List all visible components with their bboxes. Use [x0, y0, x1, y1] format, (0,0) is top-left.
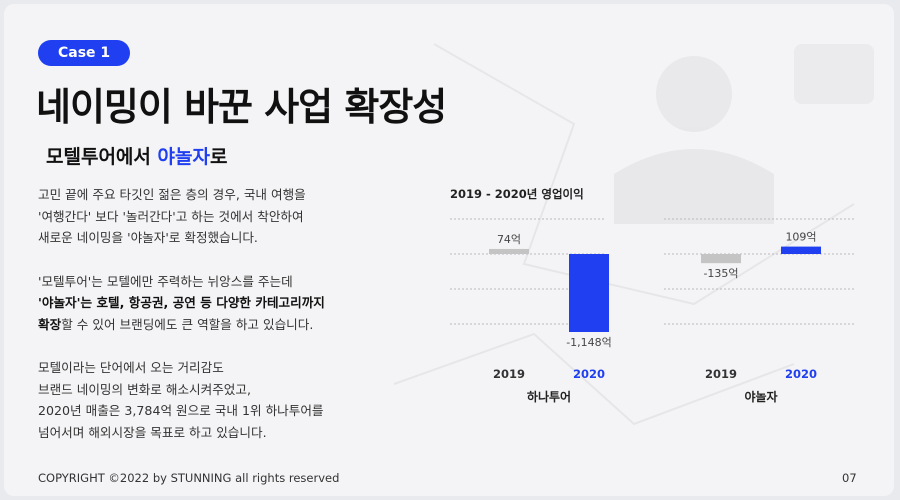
body-line: 2020년 매출은 3,784억 원으로 국내 1위 하나투어를 — [38, 403, 324, 418]
background-map-decoration — [393, 43, 874, 426]
page-title: 네이밍이 바꾼 사업 확장성 — [36, 85, 447, 129]
body-line-bold: '야놀자'는 호텔, 항공권, 공연 등 다양한 카테고리까지 — [38, 295, 325, 310]
data-label: -1,148억 — [566, 336, 612, 349]
data-label: 74억 — [497, 233, 521, 246]
body-line: '여행간다' 보다 '놀러간다'고 하는 것에서 착안하여 — [38, 208, 304, 224]
case-badge: Case 1 — [38, 40, 131, 66]
chart: 74억2019-1,148억2020하나투어-135억2019109억2020야… — [450, 218, 854, 404]
category-label: 2020 — [785, 367, 817, 381]
group-label: 야놀자 — [744, 389, 777, 404]
subtitle-accent: 야놀자 — [157, 146, 210, 168]
category-label: 2019 — [493, 367, 525, 381]
slide: Case 1 네이밍이 바꾼 사업 확장성 모텔투어에서 야놀자로 고민 끝에 … — [4, 4, 894, 496]
body-line: 고민 끝에 주요 타깃인 젊은 층의 경우, 국내 여행을 — [38, 187, 306, 202]
body-line: 할 수 있어 브랜딩에도 큰 역할을 하고 있습니다. — [61, 316, 314, 332]
chart-title: 2019 - 2020년 영업이익 — [450, 187, 584, 201]
body-line: 브랜드 네이밍의 변화로 해소시켜주었고, — [38, 381, 251, 397]
body-text: 고민 끝에 주요 타깃인 젊은 층의 경우, 국내 여행을 '여행간다' 보다 … — [38, 184, 378, 443]
bar-2019 — [701, 254, 741, 264]
subtitle-prefix: 모텔투어에서 — [46, 146, 158, 168]
footer-copyright: COPYRIGHT ©2022 by STUNNING all rights r… — [38, 471, 340, 485]
category-label: 2019 — [705, 367, 737, 381]
page-number: 07 — [842, 471, 857, 485]
bar-2020 — [781, 246, 821, 254]
subtitle: 모텔투어에서 야놀자로 — [46, 142, 227, 169]
body-line: 새로운 네이밍을 '야놀자'로 확정했습니다. — [38, 230, 258, 245]
category-label: 2020 — [573, 367, 605, 381]
body-line-bold: 확장 — [38, 316, 62, 332]
subtitle-suffix: 로 — [209, 146, 228, 168]
bar-2019 — [489, 248, 529, 254]
group-label: 하나투어 — [527, 389, 571, 404]
bar-2020 — [569, 254, 609, 332]
body-line: 넘어서며 해외시장을 목표로 하고 있습니다. — [38, 424, 267, 440]
data-label: 109억 — [785, 231, 816, 244]
body-line: 모텔이라는 단어에서 오는 거리감도 — [38, 360, 224, 375]
data-label: -135억 — [703, 267, 738, 280]
body-line: '모텔투어'는 모텔에만 주력하는 뉘앙스를 주는데 — [38, 273, 293, 289]
